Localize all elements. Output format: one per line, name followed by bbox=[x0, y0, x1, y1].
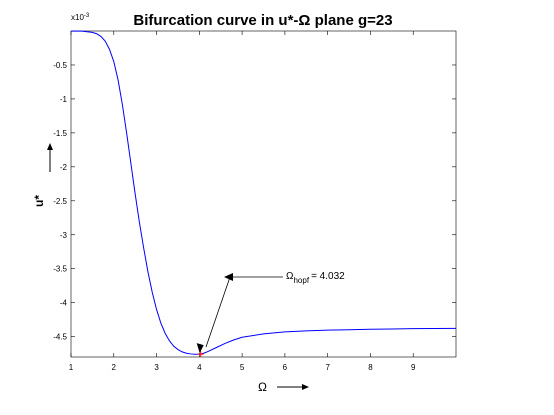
x-tick-label: 3 bbox=[154, 363, 159, 372]
y-axis-label-group: u* bbox=[32, 143, 53, 207]
x-tick-label: 7 bbox=[325, 363, 330, 372]
x-tick-label: 8 bbox=[368, 363, 373, 372]
y-axis-arrowhead bbox=[47, 143, 53, 150]
y-tick-label: -3 bbox=[60, 231, 68, 240]
x-axis-ticks: 1 2 3 4 5 6 7 8 9 bbox=[69, 31, 416, 372]
bifurcation-curve bbox=[70, 30, 457, 355]
hopf-point-marker bbox=[197, 351, 204, 358]
hopf-label: Ωhopf = 4.032 bbox=[286, 271, 345, 285]
x-axis-label-group: Ω bbox=[258, 380, 309, 394]
y-tick-label: -4 bbox=[60, 299, 68, 308]
y-multiplier-label: x10-3 bbox=[71, 13, 90, 22]
x-tick-label: 1 bbox=[69, 363, 74, 372]
x-tick-label: 5 bbox=[240, 363, 245, 372]
x-tick-label: 9 bbox=[411, 363, 416, 372]
y-tick-label: -1.5 bbox=[53, 129, 67, 138]
y-tick-label: -1 bbox=[60, 95, 68, 104]
y-axis-ticks: -0.5 -1 -1.5 -2 -2.5 -3 -3.5 -4 -4.5 bbox=[53, 61, 456, 342]
y-tick-label: -4.5 bbox=[53, 333, 67, 342]
x-tick-label: 4 bbox=[197, 363, 202, 372]
annotation-arrow-line bbox=[205, 276, 231, 348]
y-axis-label: u* bbox=[32, 195, 46, 207]
x-tick-label: 6 bbox=[283, 363, 288, 372]
y-tick-label: -2 bbox=[60, 163, 68, 172]
annotation-arrowhead-left bbox=[224, 273, 233, 281]
annotation-arrowhead-down bbox=[196, 343, 204, 354]
x-axis-label: Ω bbox=[258, 380, 267, 394]
y-tick-label: -3.5 bbox=[53, 265, 67, 274]
y-tick-label: -2.5 bbox=[53, 197, 67, 206]
chart-title: Bifurcation curve in u*-Ω plane g=23 bbox=[133, 12, 392, 29]
x-axis-arrowhead bbox=[302, 384, 309, 390]
plot-frame bbox=[70, 30, 457, 358]
x-tick-label: 2 bbox=[112, 363, 117, 372]
hopf-annotation: Ωhopf = 4.032 bbox=[196, 271, 345, 354]
y-tick-label: -0.5 bbox=[53, 61, 67, 70]
